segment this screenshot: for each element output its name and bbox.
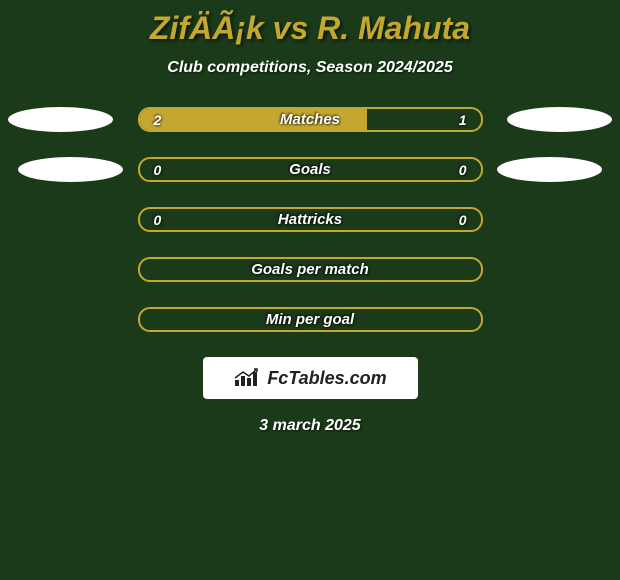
main-container: ZifÄÃ¡k vs R. Mahuta Club competitions, … xyxy=(0,0,620,445)
stat-label: Goals xyxy=(289,161,331,178)
stat-bar-hattricks: 0 Hattricks 0 xyxy=(138,207,483,232)
page-title: ZifÄÃ¡k vs R. Mahuta xyxy=(0,10,620,47)
stat-label: Matches xyxy=(280,111,340,128)
player-avatar-right xyxy=(497,157,602,182)
stat-value-left: 0 xyxy=(154,212,162,228)
stat-bar-goals-per-match: Goals per match xyxy=(138,257,483,282)
stat-label: Hattricks xyxy=(278,211,342,228)
date-text: 3 march 2025 xyxy=(0,417,620,435)
player-avatar-left xyxy=(18,157,123,182)
player-avatar-left xyxy=(8,107,113,132)
stat-row-hattricks: 0 Hattricks 0 xyxy=(0,207,620,232)
fctables-logo[interactable]: FcTables.com xyxy=(203,357,418,399)
stat-label: Goals per match xyxy=(251,261,369,278)
stat-row-matches: 2 Matches 1 xyxy=(0,107,620,132)
stat-bar-min-per-goal: Min per goal xyxy=(138,307,483,332)
logo-text: FcTables.com xyxy=(267,368,386,389)
stat-row-goals: 0 Goals 0 xyxy=(0,157,620,182)
chart-icon xyxy=(233,368,261,388)
stat-value-right: 0 xyxy=(459,212,467,228)
stat-bar-goals: 0 Goals 0 xyxy=(138,157,483,182)
stat-value-left: 2 xyxy=(154,112,162,128)
stat-value-left: 0 xyxy=(154,162,162,178)
stat-row-goals-per-match: Goals per match xyxy=(0,257,620,282)
stat-value-right: 1 xyxy=(459,112,467,128)
stat-label: Min per goal xyxy=(266,311,354,328)
stat-row-min-per-goal: Min per goal xyxy=(0,307,620,332)
player-avatar-right xyxy=(507,107,612,132)
stat-value-right: 0 xyxy=(459,162,467,178)
stat-bar-matches: 2 Matches 1 xyxy=(138,107,483,132)
page-subtitle: Club competitions, Season 2024/2025 xyxy=(0,59,620,77)
